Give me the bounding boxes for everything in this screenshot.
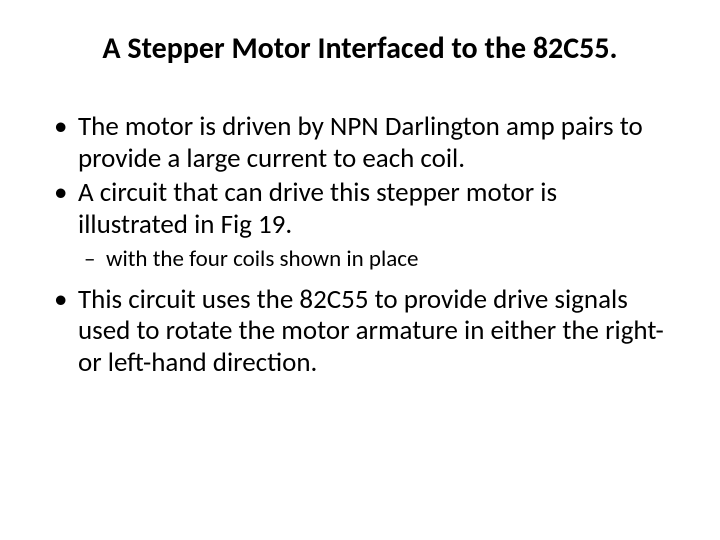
bullet-list: The motor is driven by NPN Darlington am… — [50, 111, 670, 379]
bullet-subitem-2a: with the four coils shown in place — [50, 246, 670, 273]
bullet-text: A circuit that can drive this stepper mo… — [78, 176, 557, 241]
bullet-text: with the four coils shown in place — [106, 245, 418, 273]
bullet-item-3: This circuit uses the 82C55 to provide d… — [50, 284, 670, 380]
bullet-item-2: A circuit that can drive this stepper mo… — [50, 177, 670, 241]
slide: A Stepper Motor Interfaced to the 82C55.… — [0, 0, 720, 540]
bullet-text: This circuit uses the 82C55 to provide d… — [78, 283, 664, 380]
bullet-text: The motor is driven by NPN Darlington am… — [78, 110, 643, 175]
slide-title: A Stepper Motor Interfaced to the 82C55. — [50, 30, 670, 67]
bullet-item-1: The motor is driven by NPN Darlington am… — [50, 111, 670, 175]
